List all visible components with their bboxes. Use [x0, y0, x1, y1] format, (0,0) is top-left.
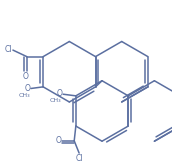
- Text: O: O: [25, 84, 30, 93]
- Text: O: O: [57, 89, 63, 98]
- Text: O: O: [22, 72, 28, 81]
- Text: CH₃: CH₃: [50, 98, 62, 103]
- Text: Cl: Cl: [5, 45, 12, 54]
- Text: O: O: [55, 136, 61, 145]
- Text: CH₃: CH₃: [18, 93, 30, 98]
- Text: Cl: Cl: [76, 154, 83, 163]
